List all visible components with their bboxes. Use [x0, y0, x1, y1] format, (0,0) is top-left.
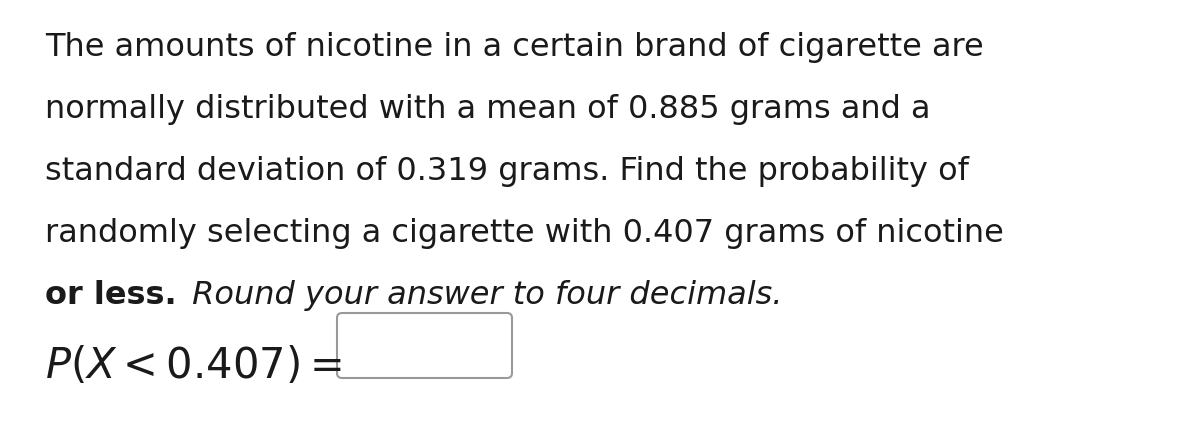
Text: normally distributed with a mean of 0.885 grams and a: normally distributed with a mean of 0.88…	[46, 94, 930, 125]
FancyBboxPatch shape	[337, 313, 512, 378]
Text: $P(X < 0.407) =$: $P(X < 0.407) =$	[46, 345, 342, 387]
Text: or less.: or less.	[46, 280, 176, 311]
Text: The amounts of nicotine in a certain brand of cigarette are: The amounts of nicotine in a certain bra…	[46, 32, 984, 63]
Text: Round your answer to four decimals.: Round your answer to four decimals.	[181, 280, 782, 311]
Text: randomly selecting a cigarette with 0.407 grams of nicotine: randomly selecting a cigarette with 0.40…	[46, 218, 1004, 249]
Text: standard deviation of 0.319 grams. Find the probability of: standard deviation of 0.319 grams. Find …	[46, 156, 968, 187]
